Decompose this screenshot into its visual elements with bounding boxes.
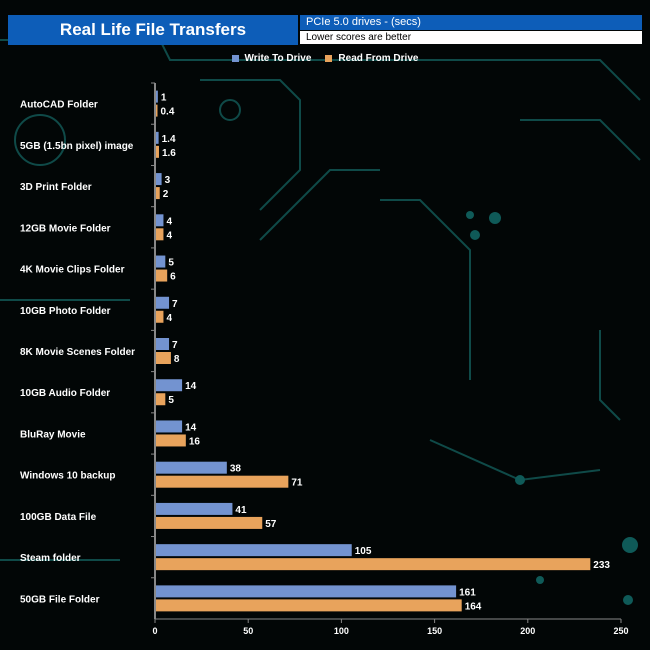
bar-read: [156, 104, 158, 117]
bar-write: [156, 214, 164, 227]
data-label: 1: [161, 93, 167, 104]
chart-note: Lower scores are better: [300, 31, 642, 44]
bar-write: [156, 502, 233, 515]
data-label: 233: [593, 560, 610, 571]
data-label: 4: [166, 216, 172, 227]
bar-read: [156, 310, 164, 323]
category-label: Windows 10 backup: [20, 471, 115, 482]
category-label: BluRay Movie: [20, 429, 86, 440]
bar-read: [156, 434, 186, 447]
category-label: 100GB Data File: [20, 512, 97, 523]
bar-read: [156, 269, 168, 282]
chart-title: Real Life File Transfers: [8, 15, 298, 45]
bar-write: [156, 173, 162, 186]
bar-write: [156, 461, 227, 474]
legend-label-read: Read From Drive: [338, 53, 419, 64]
category-label: 5GB (1.5bn pixel) image: [20, 141, 134, 152]
data-label: 38: [230, 464, 242, 475]
data-label: 0.4: [161, 107, 175, 118]
category-label: 4K Movie Clips Folder: [20, 265, 125, 276]
bar-read: [156, 516, 263, 529]
category-label: 10GB Photo Folder: [20, 306, 111, 317]
bar-write: [156, 338, 170, 350]
legend-item-write: Write To Drive: [231, 53, 312, 64]
category-label: 50GB File Folder: [20, 594, 100, 605]
category-label: 3D Print Folder: [20, 182, 92, 193]
bar-write: [156, 131, 159, 144]
bar-read: [156, 393, 166, 406]
bar-write: [156, 255, 166, 268]
bar-write: [156, 90, 158, 103]
legend: Write To Drive Read From Drive: [0, 53, 650, 64]
data-label: 1.6: [162, 148, 176, 159]
bar-read: [156, 187, 160, 200]
bar-write: [156, 544, 352, 557]
data-label: 2: [163, 189, 169, 200]
data-label: 161: [459, 587, 476, 598]
data-label: 4: [166, 313, 172, 324]
legend-label-write: Write To Drive: [244, 53, 312, 64]
x-tick-label: 200: [520, 626, 535, 636]
x-tick-label: 250: [613, 626, 628, 636]
bar-write: [156, 420, 183, 433]
data-label: 14: [185, 381, 197, 392]
bar-read: [156, 475, 289, 488]
bar-write: [156, 379, 183, 392]
data-label: 6: [170, 272, 176, 283]
x-tick-label: 100: [334, 626, 349, 636]
category-label: 10GB Audio Folder: [20, 388, 110, 399]
data-label: 105: [355, 546, 372, 557]
data-label: 3: [165, 175, 171, 186]
data-label: 1.4: [162, 134, 176, 145]
category-label: Steam folder: [20, 553, 81, 564]
legend-swatch-read: [325, 55, 333, 62]
bar-read: [156, 228, 164, 241]
data-label: 7: [172, 340, 178, 351]
bar-write: [156, 296, 170, 309]
data-label: 14: [185, 422, 197, 433]
x-tick-label: 0: [152, 626, 157, 636]
data-label: 4: [166, 230, 172, 241]
data-label: 7: [172, 299, 178, 310]
category-label: AutoCAD Folder: [20, 100, 98, 111]
legend-item-read: Read From Drive: [325, 53, 418, 64]
category-label: 8K Movie Scenes Folder: [20, 347, 135, 358]
bar-read: [156, 558, 591, 571]
data-label: 41: [235, 505, 247, 516]
data-label: 57: [265, 519, 277, 530]
bar-read: [156, 352, 171, 364]
data-label: 8: [174, 354, 180, 365]
data-label: 16: [189, 436, 201, 447]
data-label: 5: [168, 258, 174, 269]
x-tick-label: 150: [427, 626, 442, 636]
bar-read: [156, 145, 159, 158]
data-label: 71: [291, 478, 303, 489]
legend-swatch-write: [231, 55, 239, 62]
category-label: 12GB Movie Folder: [20, 223, 111, 234]
bar-write: [156, 585, 457, 598]
data-label: 5: [168, 395, 174, 406]
bar-read: [156, 599, 462, 612]
chart-subtitle: PCIe 5.0 drives - (secs): [300, 15, 642, 30]
data-label: 164: [465, 601, 482, 612]
x-tick-label: 50: [243, 626, 253, 636]
